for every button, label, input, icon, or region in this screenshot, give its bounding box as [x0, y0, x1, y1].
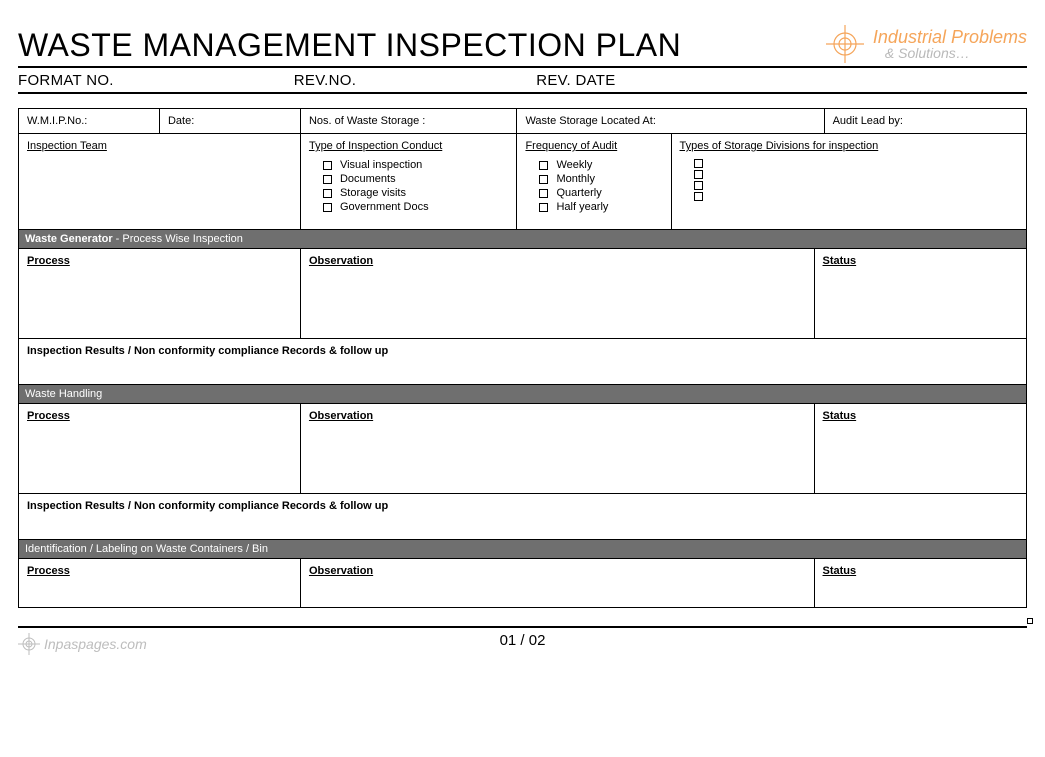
checklist-item: Weekly — [539, 158, 662, 172]
type-inspection-list: Visual inspection Documents Storage visi… — [309, 158, 509, 214]
col-observation: Observation — [309, 410, 373, 422]
process-row: Process Observation Status — [19, 404, 1026, 494]
checkbox-icon[interactable] — [323, 175, 332, 184]
date-cell: Date: — [160, 109, 301, 133]
rev-date-label: REV. DATE — [536, 72, 615, 89]
col-process: Process — [27, 410, 70, 422]
form-table: W.M.I.P.No.: Date: Nos. of Waste Storage… — [18, 108, 1027, 608]
process-cell: Process — [19, 404, 301, 493]
col-status: Status — [823, 565, 857, 577]
type-inspection-label: Type of Inspection Conduct — [309, 140, 509, 152]
section-title: Waste Handling — [25, 388, 102, 400]
inspection-results-row: Inspection Results / Non conformity comp… — [19, 494, 1026, 540]
meta-row: FORMAT NO. REV.NO. REV. DATE — [18, 68, 1027, 94]
nos-waste-cell: Nos. of Waste Storage : — [301, 109, 518, 133]
checklist-label: Monthly — [556, 173, 595, 185]
checklist-label: Quarterly — [556, 187, 601, 199]
section-bar-waste-generator: Waste Generator - Process Wise Inspectio… — [19, 230, 1026, 249]
checkbox-icon[interactable] — [323, 203, 332, 212]
frequency-cell: Frequency of Audit Weekly Monthly Quarte… — [517, 134, 671, 229]
checklist-label: Weekly — [556, 159, 592, 171]
logo-line2: & Solutions… — [873, 46, 1027, 60]
checkbox-icon[interactable] — [323, 161, 332, 170]
document-title: WASTE MANAGEMENT INSPECTION PLAN — [18, 27, 681, 64]
checkbox-icon[interactable] — [539, 189, 548, 198]
col-status: Status — [823, 410, 857, 422]
team-row: Inspection Team Type of Inspection Condu… — [19, 134, 1026, 230]
process-cell: Process — [19, 249, 301, 338]
checklist-item: Monthly — [539, 172, 662, 186]
located-cell: Waste Storage Located At: — [517, 109, 824, 133]
checklist-item: Quarterly — [539, 186, 662, 200]
brand-logo: Industrial Problems & Solutions… — [823, 24, 1027, 64]
checklist-item: Storage visits — [323, 186, 509, 200]
checklist-item — [694, 158, 1018, 169]
checklist-label: Storage visits — [340, 187, 406, 199]
section-title: Identification / Labeling on Waste Conta… — [25, 543, 268, 555]
checkbox-icon[interactable] — [539, 161, 548, 170]
process-row: Process Observation Status — [19, 249, 1026, 339]
process-cell: Process — [19, 559, 301, 607]
checkbox-icon[interactable] — [539, 175, 548, 184]
checklist-label: Government Docs — [340, 201, 429, 213]
format-no-label: FORMAT NO. — [18, 72, 114, 89]
checklist-item — [694, 169, 1018, 180]
checklist-label: Documents — [340, 173, 396, 185]
observation-cell: Observation — [301, 404, 815, 493]
storage-div-label: Types of Storage Divisions for inspectio… — [680, 140, 1018, 152]
col-process: Process — [27, 255, 70, 267]
col-status: Status — [823, 255, 857, 267]
checklist-item: Government Docs — [323, 200, 509, 214]
checkbox-icon[interactable] — [694, 192, 703, 201]
checkbox-icon[interactable] — [539, 203, 548, 212]
checkbox-icon[interactable] — [694, 170, 703, 179]
storage-div-cell: Types of Storage Divisions for inspectio… — [672, 134, 1026, 229]
footer-brand-text: Inpaspages.com — [44, 636, 147, 652]
col-observation: Observation — [309, 565, 373, 577]
storage-div-list — [680, 158, 1018, 202]
observation-cell: Observation — [301, 249, 815, 338]
process-row: Process Observation Status — [19, 559, 1026, 607]
inspection-results-row: Inspection Results / Non conformity comp… — [19, 339, 1026, 385]
checklist-item — [694, 191, 1018, 202]
section-title-rest: - Process Wise Inspection — [113, 233, 243, 245]
rev-no-label: REV.NO. — [294, 72, 356, 89]
col-observation: Observation — [309, 255, 373, 267]
footer-brand: Inpaspages.com — [18, 633, 147, 655]
checkbox-icon[interactable] — [694, 159, 703, 168]
frequency-list: Weekly Monthly Quarterly Half yearly — [525, 158, 662, 214]
inspection-team-label: Inspection Team — [27, 140, 292, 152]
audit-lead-cell: Audit Lead by: — [825, 109, 1026, 133]
frequency-label: Frequency of Audit — [525, 140, 662, 152]
section-bar-identification: Identification / Labeling on Waste Conta… — [19, 540, 1026, 559]
checklist-label: Visual inspection — [340, 159, 422, 171]
status-cell: Status — [815, 249, 1026, 338]
checkbox-icon[interactable] — [323, 189, 332, 198]
status-cell: Status — [815, 404, 1026, 493]
inspection-team-cell: Inspection Team — [19, 134, 301, 229]
col-process: Process — [27, 565, 70, 577]
checklist-item: Half yearly — [539, 200, 662, 214]
info-row: W.M.I.P.No.: Date: Nos. of Waste Storage… — [19, 109, 1026, 134]
crosshair-icon — [823, 24, 867, 64]
checkbox-icon[interactable] — [694, 181, 703, 190]
checklist-item: Documents — [323, 172, 509, 186]
checklist-item — [694, 180, 1018, 191]
crosshair-icon — [18, 633, 40, 655]
checklist-label: Half yearly — [556, 201, 608, 213]
wmip-no-cell: W.M.I.P.No.: — [19, 109, 160, 133]
page-number: 01 / 02 — [500, 632, 546, 649]
section-bar-waste-handling: Waste Handling — [19, 385, 1026, 404]
document-header: WASTE MANAGEMENT INSPECTION PLAN Industr… — [18, 24, 1027, 68]
observation-cell: Observation — [301, 559, 815, 607]
status-cell: Status — [815, 559, 1026, 607]
type-inspection-cell: Type of Inspection Conduct Visual inspec… — [301, 134, 518, 229]
logo-line1: Industrial Problems — [873, 28, 1027, 46]
checklist-item: Visual inspection — [323, 158, 509, 172]
footer: Inpaspages.com 01 / 02 — [18, 626, 1027, 649]
corner-marker-icon — [1027, 618, 1033, 624]
section-title-bold: Waste Generator — [25, 233, 113, 245]
